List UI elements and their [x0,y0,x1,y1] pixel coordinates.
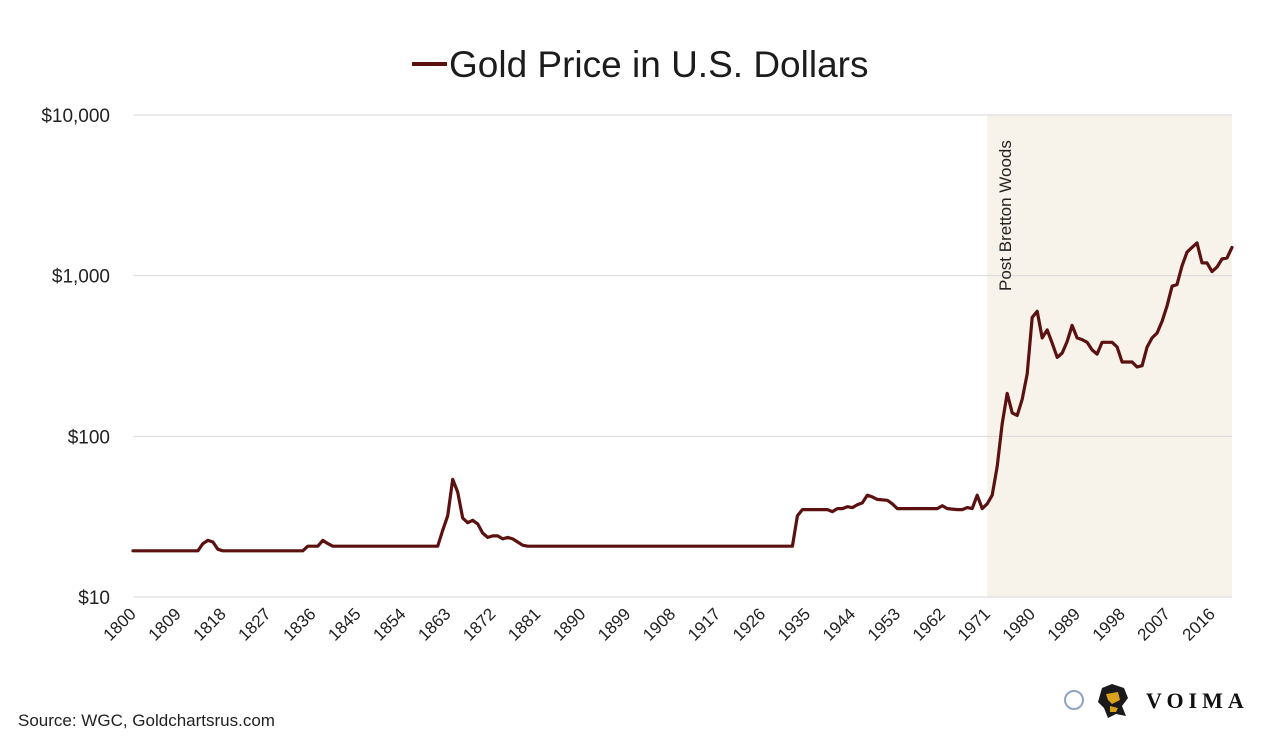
x-tick-label: 1899 [594,604,634,644]
y-tick-label: $1,000 [52,267,110,288]
watermark-icon [1064,690,1084,710]
y-tick-label: $10 [78,588,110,609]
x-tick-label: 1800 [100,604,140,644]
post-bretton-woods-region [987,115,1232,597]
x-tick-label: 1998 [1089,604,1129,644]
lion-crest-icon [1098,684,1128,718]
x-tick-label: 1908 [639,604,679,644]
voima-logo: VOIMA [1064,684,1249,718]
x-tick-label: 1971 [954,604,994,644]
x-tick-label: 1809 [145,604,185,644]
x-tick-label: 1890 [549,604,589,644]
x-tick-label: 1953 [864,604,904,644]
x-tick-label: 1845 [324,604,364,644]
x-tick-label: 1962 [909,604,949,644]
x-tick-label: 1881 [504,604,544,644]
x-tick-label: 1917 [684,604,724,644]
x-tick-label: 1980 [999,604,1039,644]
x-tick-label: 2007 [1134,604,1174,644]
x-tick-label: 1818 [190,604,230,644]
x-tick-label: 1935 [774,604,814,644]
x-tick-label: 1989 [1044,604,1084,644]
gridlines [133,114,1232,598]
source-note: Source: WGC, Goldchartsrus.com [18,711,275,730]
brand-name: VOIMA [1146,688,1249,713]
x-tick-label: 1854 [369,604,409,644]
y-tick-label: $10,000 [41,106,110,127]
gold-price-line [131,241,1234,553]
chart-title: Gold Price in U.S. Dollars [449,44,868,85]
y-tick-label: $100 [68,427,110,448]
x-tick-label: 2016 [1179,604,1219,644]
x-tick-label: 1827 [235,604,275,644]
post-bretton-woods-label: Post Bretton Woods [996,140,1015,291]
x-tick-label: 1926 [729,604,769,644]
x-axis-tick-labels: 1800 1809 1818 1827 1836 1845 1854 1863 1872 1881… [100,604,1219,644]
y-axis-tick-labels: $10 $100 $1,000 $10,000 [41,106,110,609]
x-tick-label: 1944 [819,604,859,644]
x-tick-label: 1863 [414,604,454,644]
x-tick-label: 1836 [279,604,319,644]
x-tick-label: 1872 [459,604,499,644]
